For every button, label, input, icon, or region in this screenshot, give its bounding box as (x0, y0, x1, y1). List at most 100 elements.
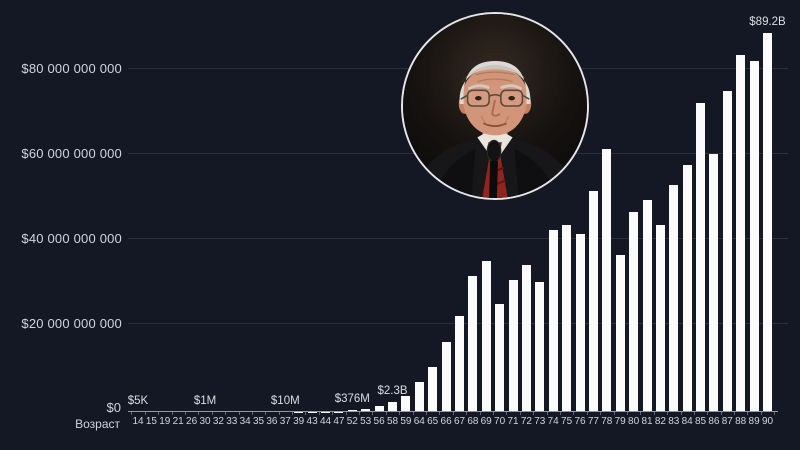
warren-buffett-portrait (403, 14, 587, 198)
bar-age-65 (428, 367, 438, 412)
x-axis-tick (144, 412, 146, 415)
x-axis-tick-label: 33 (226, 416, 238, 427)
x-axis-tick (573, 412, 575, 415)
x-axis-tick (359, 412, 360, 415)
bar-age-78 (602, 148, 612, 412)
annotation-30: $1M (193, 395, 217, 407)
x-axis-tick-label: 59 (400, 416, 412, 427)
x-axis-line (128, 411, 778, 412)
x-axis-tick-label: 81 (641, 416, 653, 427)
nose (491, 99, 501, 117)
bar-age-72 (521, 265, 531, 412)
x-axis-tick-label: 44 (319, 416, 332, 427)
x-axis-tick (466, 412, 468, 415)
eye-left (475, 96, 482, 101)
x-axis-tick-label: 21 (172, 416, 184, 427)
x-axis-tick-label: 82 (654, 416, 666, 427)
bar-age-88 (736, 55, 746, 412)
x-axis-tick-label: 30 (199, 416, 211, 427)
x-axis-tick (211, 412, 213, 415)
x-axis-tick (559, 412, 561, 415)
bar-age-84 (682, 164, 692, 412)
bar-age-66 (441, 341, 451, 412)
x-axis-tick-label: 89 (748, 416, 760, 427)
x-axis-tick (600, 412, 602, 415)
x-axis-tick (693, 412, 695, 415)
x-axis-tick-label: 35 (252, 416, 265, 427)
x-axis-tick-label: 53 (360, 416, 372, 427)
bar-age-87 (722, 90, 732, 412)
x-axis-tick-label: 71 (507, 416, 519, 427)
x-axis-tick (680, 412, 682, 415)
x-axis-tick-label: 85 (694, 416, 707, 427)
x-axis-tick-label: 75 (561, 416, 573, 427)
bar-age-75 (562, 225, 572, 412)
x-axis-tick (546, 412, 548, 415)
bar-age-64 (414, 382, 424, 413)
y-axis-tick-label: $80 000 000 000 (21, 61, 122, 76)
bar-age-73 (535, 282, 545, 412)
x-axis-tick (640, 412, 642, 415)
x-axis-tick-label: 36 (266, 416, 278, 427)
x-axis-tick-label: 87 (721, 416, 733, 427)
x-axis-tick (251, 412, 253, 415)
x-axis-tick (667, 412, 669, 415)
bar-age-80 (629, 212, 639, 413)
eye-right (508, 96, 515, 101)
x-axis-tick (586, 412, 588, 415)
y-zero-label: $0 (106, 400, 121, 415)
x-axis-tick-label: 84 (681, 416, 693, 427)
microphone-head (486, 139, 502, 163)
x-axis-tick (332, 412, 334, 415)
x-axis-tick (452, 412, 454, 415)
x-axis-tick (506, 412, 508, 415)
x-axis-tick (184, 412, 186, 415)
bar-age-79 (615, 254, 625, 413)
x-axis-tick-label: 66 (440, 416, 452, 427)
x-axis-tick (372, 412, 374, 415)
annotation-90: $89.2B (749, 15, 786, 28)
x-axis-tick-label: 67 (453, 416, 466, 427)
x-axis-tick-label: 88 (735, 416, 747, 427)
x-axis-tick-label: 83 (668, 416, 680, 427)
bar-age-86 (709, 153, 719, 412)
x-axis-tick-label: 56 (373, 416, 385, 427)
x-axis-tick (747, 412, 749, 415)
x-axis-tick-label: 43 (306, 416, 318, 427)
warren-buffett-photo (401, 12, 589, 200)
bar-age-53 (361, 409, 371, 412)
x-axis-tick (238, 412, 240, 415)
annotation-52: $376M (334, 393, 370, 406)
x-axis-tick-label: 70 (494, 416, 506, 427)
x-axis-tick (318, 412, 320, 415)
x-axis-tick-label: 86 (708, 416, 720, 427)
x-axis-tick-label: 52 (346, 416, 358, 427)
x-axis-tick (278, 412, 280, 415)
x-axis-tick-label: 77 (587, 416, 599, 427)
x-axis-tick-label: 69 (480, 416, 492, 427)
x-axis-tick-label: 26 (186, 416, 198, 427)
x-axis-tick-label: 32 (212, 416, 224, 427)
bar-age-85 (696, 103, 705, 412)
x-axis-tick (225, 412, 227, 415)
bar-age-77 (588, 191, 598, 412)
bar-age-68 (468, 276, 478, 412)
x-axis-tick-label: 39 (293, 416, 305, 427)
bar-age-74 (548, 229, 558, 412)
x-axis-tick (171, 412, 173, 415)
x-axis-tick-label: 78 (601, 416, 613, 427)
x-axis-tick-label: 15 (145, 416, 157, 427)
x-axis-tick-label: 19 (159, 416, 171, 427)
bar-age-71 (508, 280, 518, 413)
x-axis-tick-label: 64 (413, 416, 425, 427)
x-axis-tick (720, 412, 722, 415)
x-axis-tick (519, 412, 521, 415)
x-axis-tick-label: 72 (520, 416, 532, 427)
x-axis-tick (613, 412, 615, 415)
forehead-wrinkles (475, 71, 515, 83)
x-axis-tick (158, 412, 160, 415)
x-axis-tick (292, 412, 293, 415)
x-axis-tick (439, 412, 441, 415)
x-axis-tick-label: 73 (534, 416, 546, 427)
bar-age-59 (401, 395, 411, 412)
